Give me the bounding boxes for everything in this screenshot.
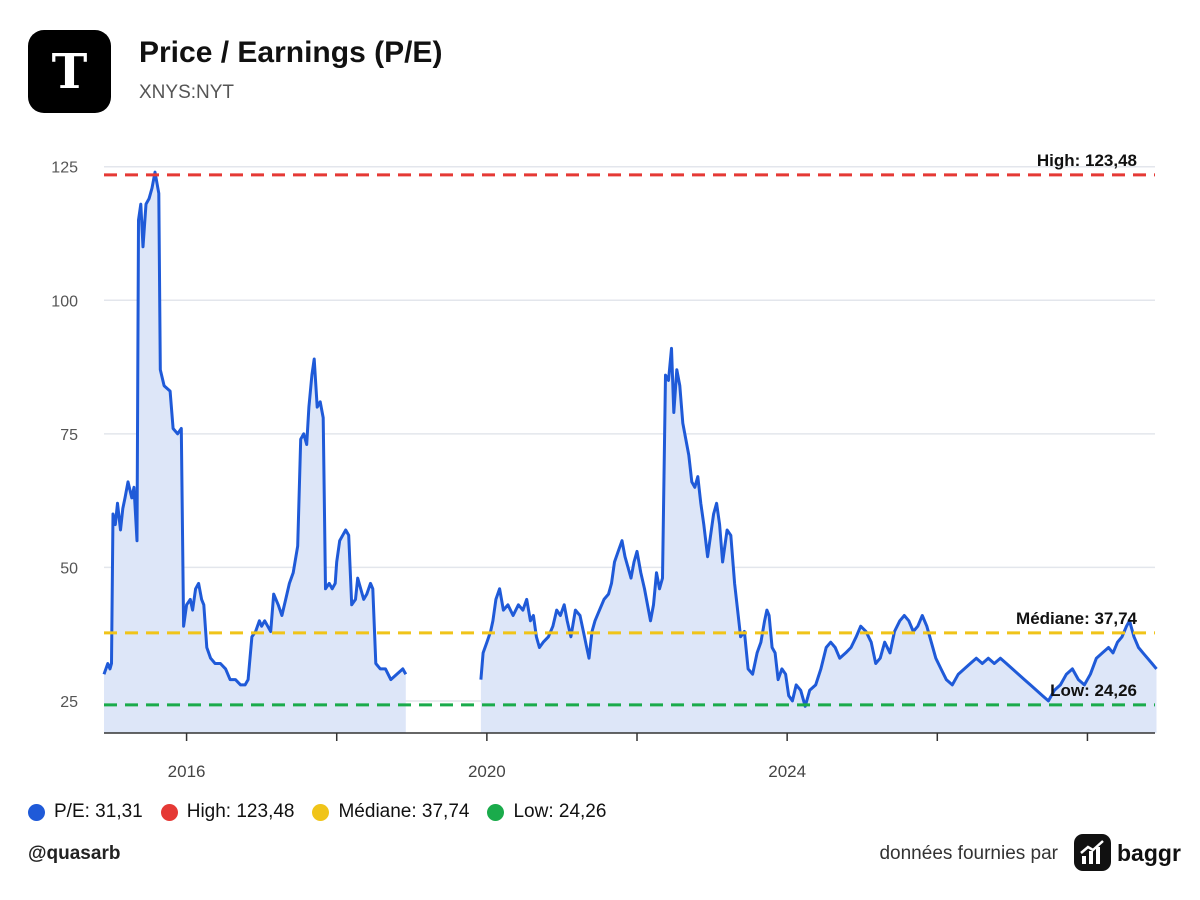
chart-legend: P/E: 31,31 High: 123,48 Médiane: 37,74 L… [28, 801, 606, 823]
brand-name: baggr [1117, 840, 1181, 866]
legend-dot-pe [28, 803, 45, 821]
nyt-logo: T [28, 30, 111, 113]
y-tick-label-100: 100 [51, 293, 78, 310]
svg-text:T: T [52, 44, 88, 100]
ref-label-low: Low: 24,26 [1050, 681, 1137, 700]
baggr-chart-icon [1074, 834, 1111, 871]
ref-label-high: High: 123,48 [1037, 151, 1137, 170]
legend-dot-high [160, 803, 178, 821]
y-tick-label-125: 125 [51, 160, 78, 177]
pe-area-segment-1 [104, 172, 406, 734]
legend-dot-low [487, 803, 505, 821]
y-tick-label-75: 75 [60, 427, 78, 444]
pe-area-segment-2 [480, 348, 1157, 733]
author-handle: @quasarb [28, 843, 121, 864]
legend-dot-median [312, 803, 330, 821]
y-tick-label-25: 25 [60, 694, 78, 711]
legend-label-pe: P/E: 31,31 [54, 801, 143, 822]
page-title: Price / Earnings (P/E) [139, 36, 443, 69]
legend-item-median: Médiane: 37,74 [312, 801, 469, 823]
x-tick-label-2024: 2024 [768, 762, 806, 781]
ref-label-mdiane: Médiane: 37,74 [1016, 609, 1137, 628]
nyt-t-logo-icon: T [52, 44, 88, 100]
y-tick-label-50: 50 [60, 560, 78, 577]
pe-line-segment-1 [102, 170, 408, 687]
legend-label-median: Médiane: 37,74 [338, 801, 470, 822]
legend-label-low: Low: 24,26 [513, 801, 607, 822]
pe-line-segment-2 [479, 346, 1158, 708]
ticker-subtitle: XNYS:NYT [139, 82, 235, 103]
legend-label-high: High: 123,48 [186, 801, 295, 822]
legend-item-low: Low: 24,26 [487, 801, 606, 823]
legend-item-pe: P/E: 31,31 [28, 801, 143, 823]
x-tick-label-2016: 2016 [168, 762, 206, 781]
data-source-text: données fournies par [879, 843, 1058, 864]
x-tick-label-2020: 2020 [468, 762, 506, 781]
legend-item-high: High: 123,48 [160, 801, 295, 823]
